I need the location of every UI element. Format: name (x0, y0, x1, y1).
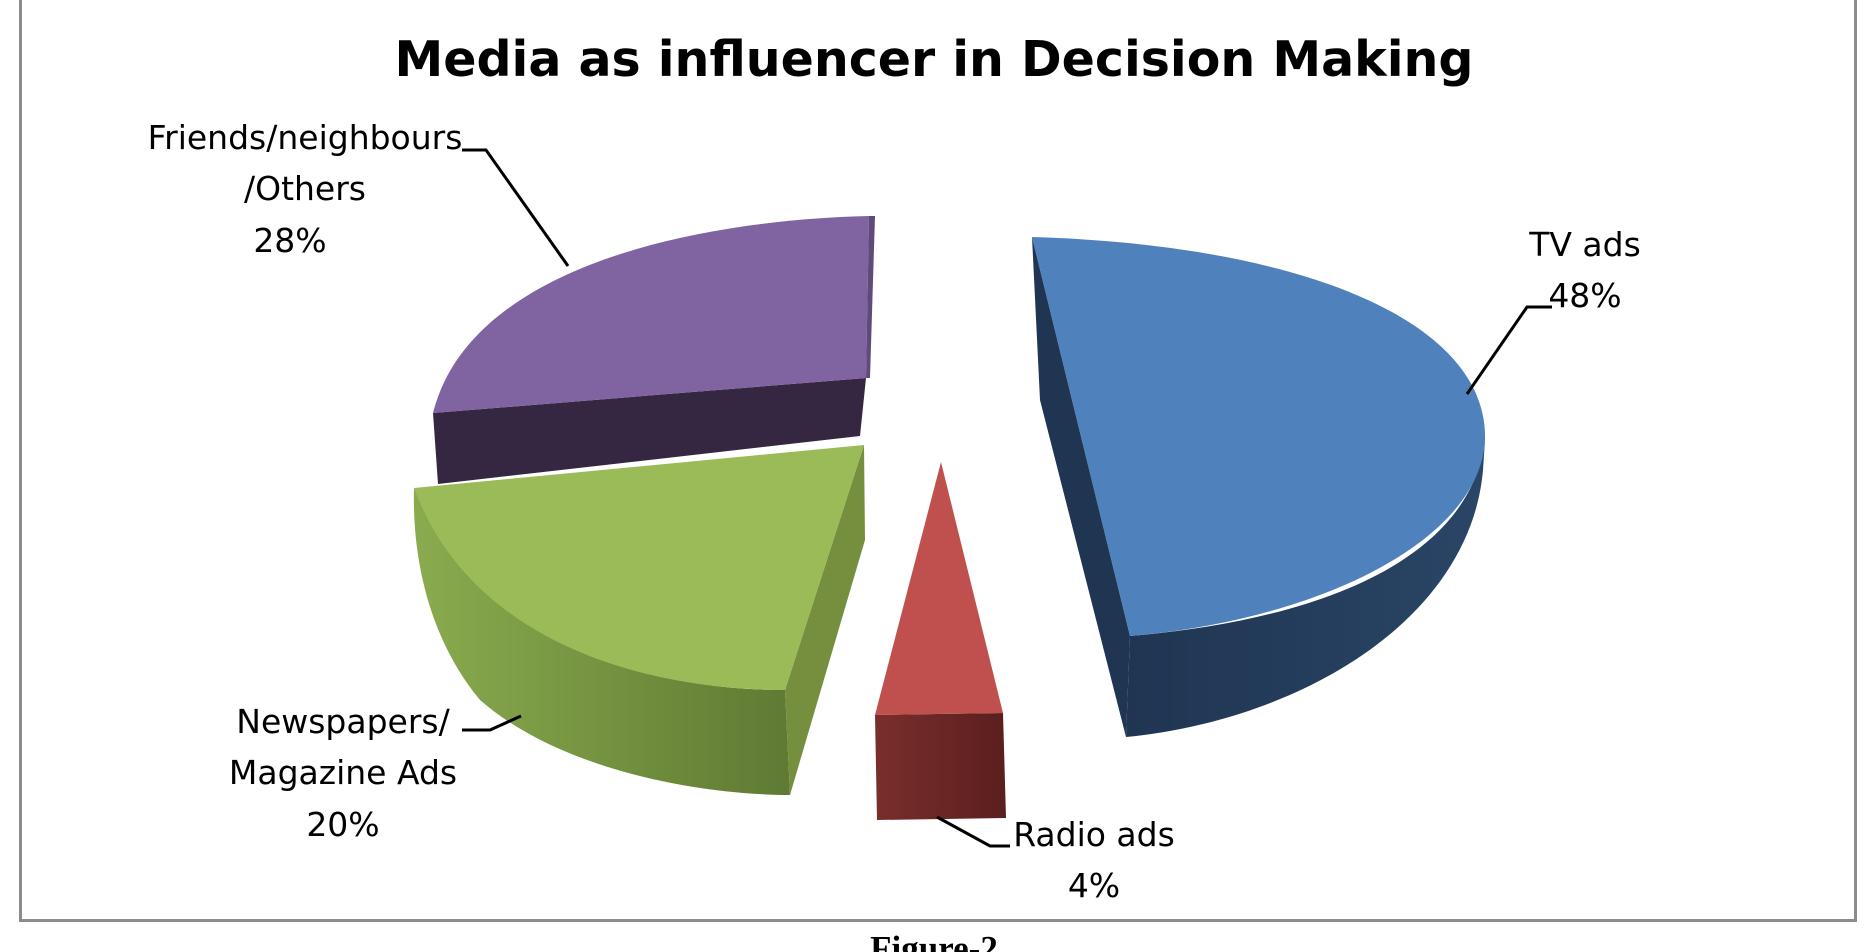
slice-friends-side (433, 378, 866, 484)
slice-tv-cut (1032, 237, 1130, 737)
slice-radio-top (875, 462, 1003, 715)
slice-news-cut (785, 445, 865, 795)
label-friends-name-2: /Others (244, 169, 366, 208)
slice-friends (433, 216, 875, 484)
chart-title: Media as influencer in Decision Making (394, 31, 1473, 88)
leader-tv (1465, 305, 1552, 395)
label-tv: TV ads 48% (1528, 225, 1641, 315)
figure-caption: Figure-2 (870, 929, 998, 952)
slice-friends-top (433, 216, 869, 413)
label-friends-percent: 28% (253, 221, 326, 260)
label-news: Newspapers/ Magazine Ads 20% (229, 702, 457, 844)
label-news-name-1: Newspapers/ (236, 702, 450, 741)
chart-frame (19, 0, 1857, 922)
label-tv-percent: 48% (1548, 276, 1621, 315)
label-news-percent: 20% (306, 805, 379, 844)
label-friends: Friends/neighbours /Others 28% (148, 118, 463, 260)
label-radio: Radio ads 4% (1013, 815, 1175, 905)
slice-tv-side (1126, 440, 1485, 737)
slice-radio (875, 462, 1006, 820)
slice-news-side (413, 488, 790, 795)
slice-radio-side (875, 713, 1006, 820)
label-friends-name-1: Friends/neighbours (148, 118, 463, 157)
label-tv-name: TV ads (1528, 225, 1641, 264)
slice-tv-top (1032, 237, 1486, 636)
slice-news (413, 445, 865, 795)
leader-news (462, 714, 522, 732)
slice-friends-edge (866, 216, 875, 378)
slice-news-top (414, 445, 864, 690)
slice-tv (1032, 237, 1486, 737)
leader-friends (462, 148, 570, 267)
label-news-name-2: Magazine Ads (229, 753, 457, 792)
label-radio-percent: 4% (1068, 866, 1120, 905)
leader-radio (936, 815, 1010, 848)
label-radio-name: Radio ads (1013, 815, 1175, 854)
